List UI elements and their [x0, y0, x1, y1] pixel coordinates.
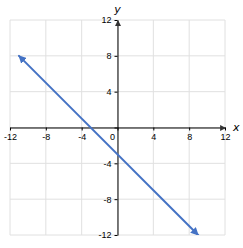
x-axis: -12 -8 -4 0 4 8 12	[4, 128, 231, 142]
y-tick-mark	[115, 235, 118, 236]
x-tick-label: -4	[78, 132, 86, 142]
x-tick-label: -12	[4, 132, 17, 142]
y-tick-label: 4	[106, 87, 111, 97]
x-tick-mark	[82, 128, 83, 131]
x-tick-label: 8	[187, 132, 192, 142]
y-axis-label: y	[113, 3, 121, 16]
x-tick-mark	[225, 128, 226, 131]
y-tick-mark	[115, 199, 118, 200]
x-tick-label: 12	[220, 132, 230, 142]
x-tick-mark	[189, 128, 190, 131]
grid	[10, 20, 225, 235]
x-tick: 4	[151, 128, 156, 142]
y-tick: -8	[103, 195, 117, 205]
line	[19, 56, 198, 235]
chart-container: -12-8-404812-12-8-44812xy	[0, 0, 243, 248]
x-tick: 8	[187, 128, 192, 142]
plot: -12-8-404812-12-8-44812xy	[4, 3, 240, 240]
x-axis-label: x	[232, 121, 240, 134]
x-tick-label: -8	[42, 132, 50, 142]
y-tick: 4	[106, 87, 117, 97]
x-tick: 12	[220, 128, 230, 142]
y-tick-label: 8	[106, 51, 111, 61]
y-tick: 8	[106, 51, 117, 61]
y-axis-line	[118, 21, 119, 236]
x-tick-mark	[10, 128, 11, 131]
x-tick-mark	[46, 128, 47, 131]
y-tick-mark	[115, 92, 118, 93]
x-tick: 0	[110, 128, 118, 142]
y-tick-label: -8	[103, 195, 111, 205]
y-tick: 12	[101, 15, 117, 25]
x-tick: -4	[78, 128, 86, 142]
x-tick-label: 4	[151, 132, 156, 142]
y-tick-mark	[115, 128, 118, 129]
y-tick: -12	[98, 230, 117, 240]
chart-svg: -12-8-404812-12-8-44812xy	[0, 0, 243, 248]
y-tick-label: -12	[98, 230, 111, 240]
grid-line-x	[10, 20, 11, 235]
y-tick-mark	[115, 20, 118, 21]
y-tick-label: 12	[101, 15, 111, 25]
x-tick: -12	[4, 128, 17, 142]
y-axis: -12 -8 -4 4 8 12	[98, 15, 118, 240]
marks	[19, 56, 198, 235]
y-tick-mark	[115, 56, 118, 57]
y-tick: -4	[103, 159, 117, 169]
y-tick-label: -4	[103, 159, 111, 169]
grid-line-y	[10, 20, 225, 21]
x-tick-mark	[153, 128, 154, 131]
y-tick	[115, 128, 118, 129]
y-tick-mark	[115, 163, 118, 164]
x-tick-label: 0	[110, 132, 115, 142]
x-tick: -8	[42, 128, 50, 142]
